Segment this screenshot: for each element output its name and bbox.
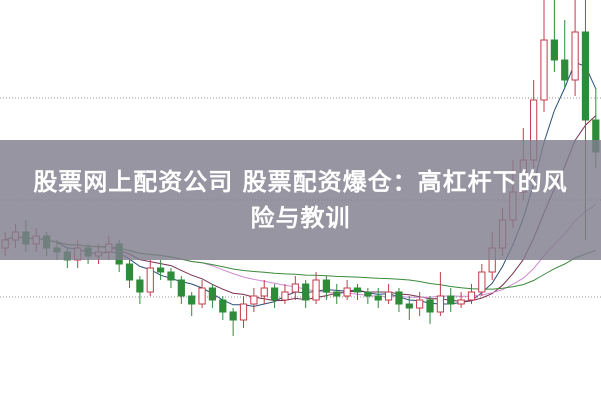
candle-body — [581, 31, 590, 121]
candle-up — [239, 296, 248, 328]
headline-banner: 股票网上配资公司 股票配资爆仓：高杠杆下的风 险与教训 — [0, 140, 601, 260]
candle-body — [291, 283, 299, 293]
candle-up — [291, 276, 299, 300]
candle-down — [229, 308, 237, 336]
candle-body — [467, 291, 476, 301]
candle-body — [416, 299, 424, 309]
candle-body — [177, 279, 185, 297]
candle-body — [457, 299, 465, 305]
candle-up — [384, 284, 393, 304]
candle-body — [364, 291, 372, 297]
candle-body — [239, 303, 248, 321]
candle-down — [208, 284, 217, 308]
candle-body — [374, 295, 382, 301]
candle-body — [157, 267, 165, 273]
candle-up — [146, 260, 154, 296]
candle-up — [457, 292, 465, 308]
candle-up — [312, 272, 320, 304]
candle-down — [550, 0, 558, 72]
candle-body — [136, 279, 144, 293]
candle-up — [343, 280, 351, 300]
candle-body — [167, 271, 175, 281]
candle-body — [312, 279, 320, 301]
candle-body — [219, 299, 227, 313]
candle-body — [343, 287, 351, 297]
candle-up — [436, 272, 444, 316]
candle-up — [198, 280, 206, 308]
candle-down — [333, 284, 341, 304]
candle-body — [229, 311, 237, 321]
candle-body — [281, 291, 289, 301]
candle-body — [561, 59, 569, 81]
candle-down — [395, 288, 403, 312]
candle-up — [281, 284, 289, 304]
candle-down — [302, 280, 310, 308]
candle-down — [270, 284, 279, 308]
candle-down — [447, 288, 455, 312]
candle-down — [322, 276, 331, 300]
candle-down — [426, 296, 434, 324]
candle-body — [447, 295, 455, 305]
candle-down — [364, 288, 372, 304]
candle-body — [395, 291, 403, 305]
candle-body — [125, 263, 134, 281]
candle-body — [436, 295, 444, 313]
candle-body — [333, 291, 341, 297]
candle-up — [250, 288, 258, 312]
candle-body — [478, 271, 486, 293]
candle-body — [208, 287, 217, 301]
candle-body — [302, 283, 310, 301]
candle-down — [125, 260, 134, 288]
candle-body — [146, 267, 154, 293]
candle-down — [157, 260, 165, 280]
candle-down — [188, 292, 196, 316]
candle-body — [571, 31, 579, 81]
candle-body — [270, 287, 279, 301]
candle-body — [540, 39, 548, 101]
candle-down — [167, 268, 175, 288]
candle-up — [260, 280, 268, 304]
headline-line-2: 险与教训 — [250, 204, 351, 232]
candle-body — [550, 39, 558, 61]
candle-up — [571, 0, 579, 96]
candle-down — [561, 20, 569, 88]
candle-body — [322, 279, 331, 293]
candle-down — [136, 276, 144, 304]
candle-body — [405, 303, 413, 309]
candle-up — [467, 284, 476, 304]
candle-body — [188, 295, 196, 305]
candle-up — [416, 292, 424, 316]
candle-body — [384, 291, 393, 301]
headline-line-1: 股票网上配资公司 股票配资爆仓：高杠杆下的风 — [33, 168, 568, 196]
candle-down — [219, 296, 227, 320]
candle-down — [374, 288, 382, 308]
candle-up — [478, 264, 486, 296]
candle-down — [353, 284, 362, 300]
candle-body — [198, 287, 206, 305]
candle-down — [405, 296, 413, 320]
candle-body — [353, 287, 362, 293]
candle-body — [426, 299, 434, 313]
candle-up — [540, 0, 548, 112]
candle-body — [260, 287, 268, 297]
candle-body — [250, 295, 258, 305]
candle-down — [177, 276, 185, 304]
